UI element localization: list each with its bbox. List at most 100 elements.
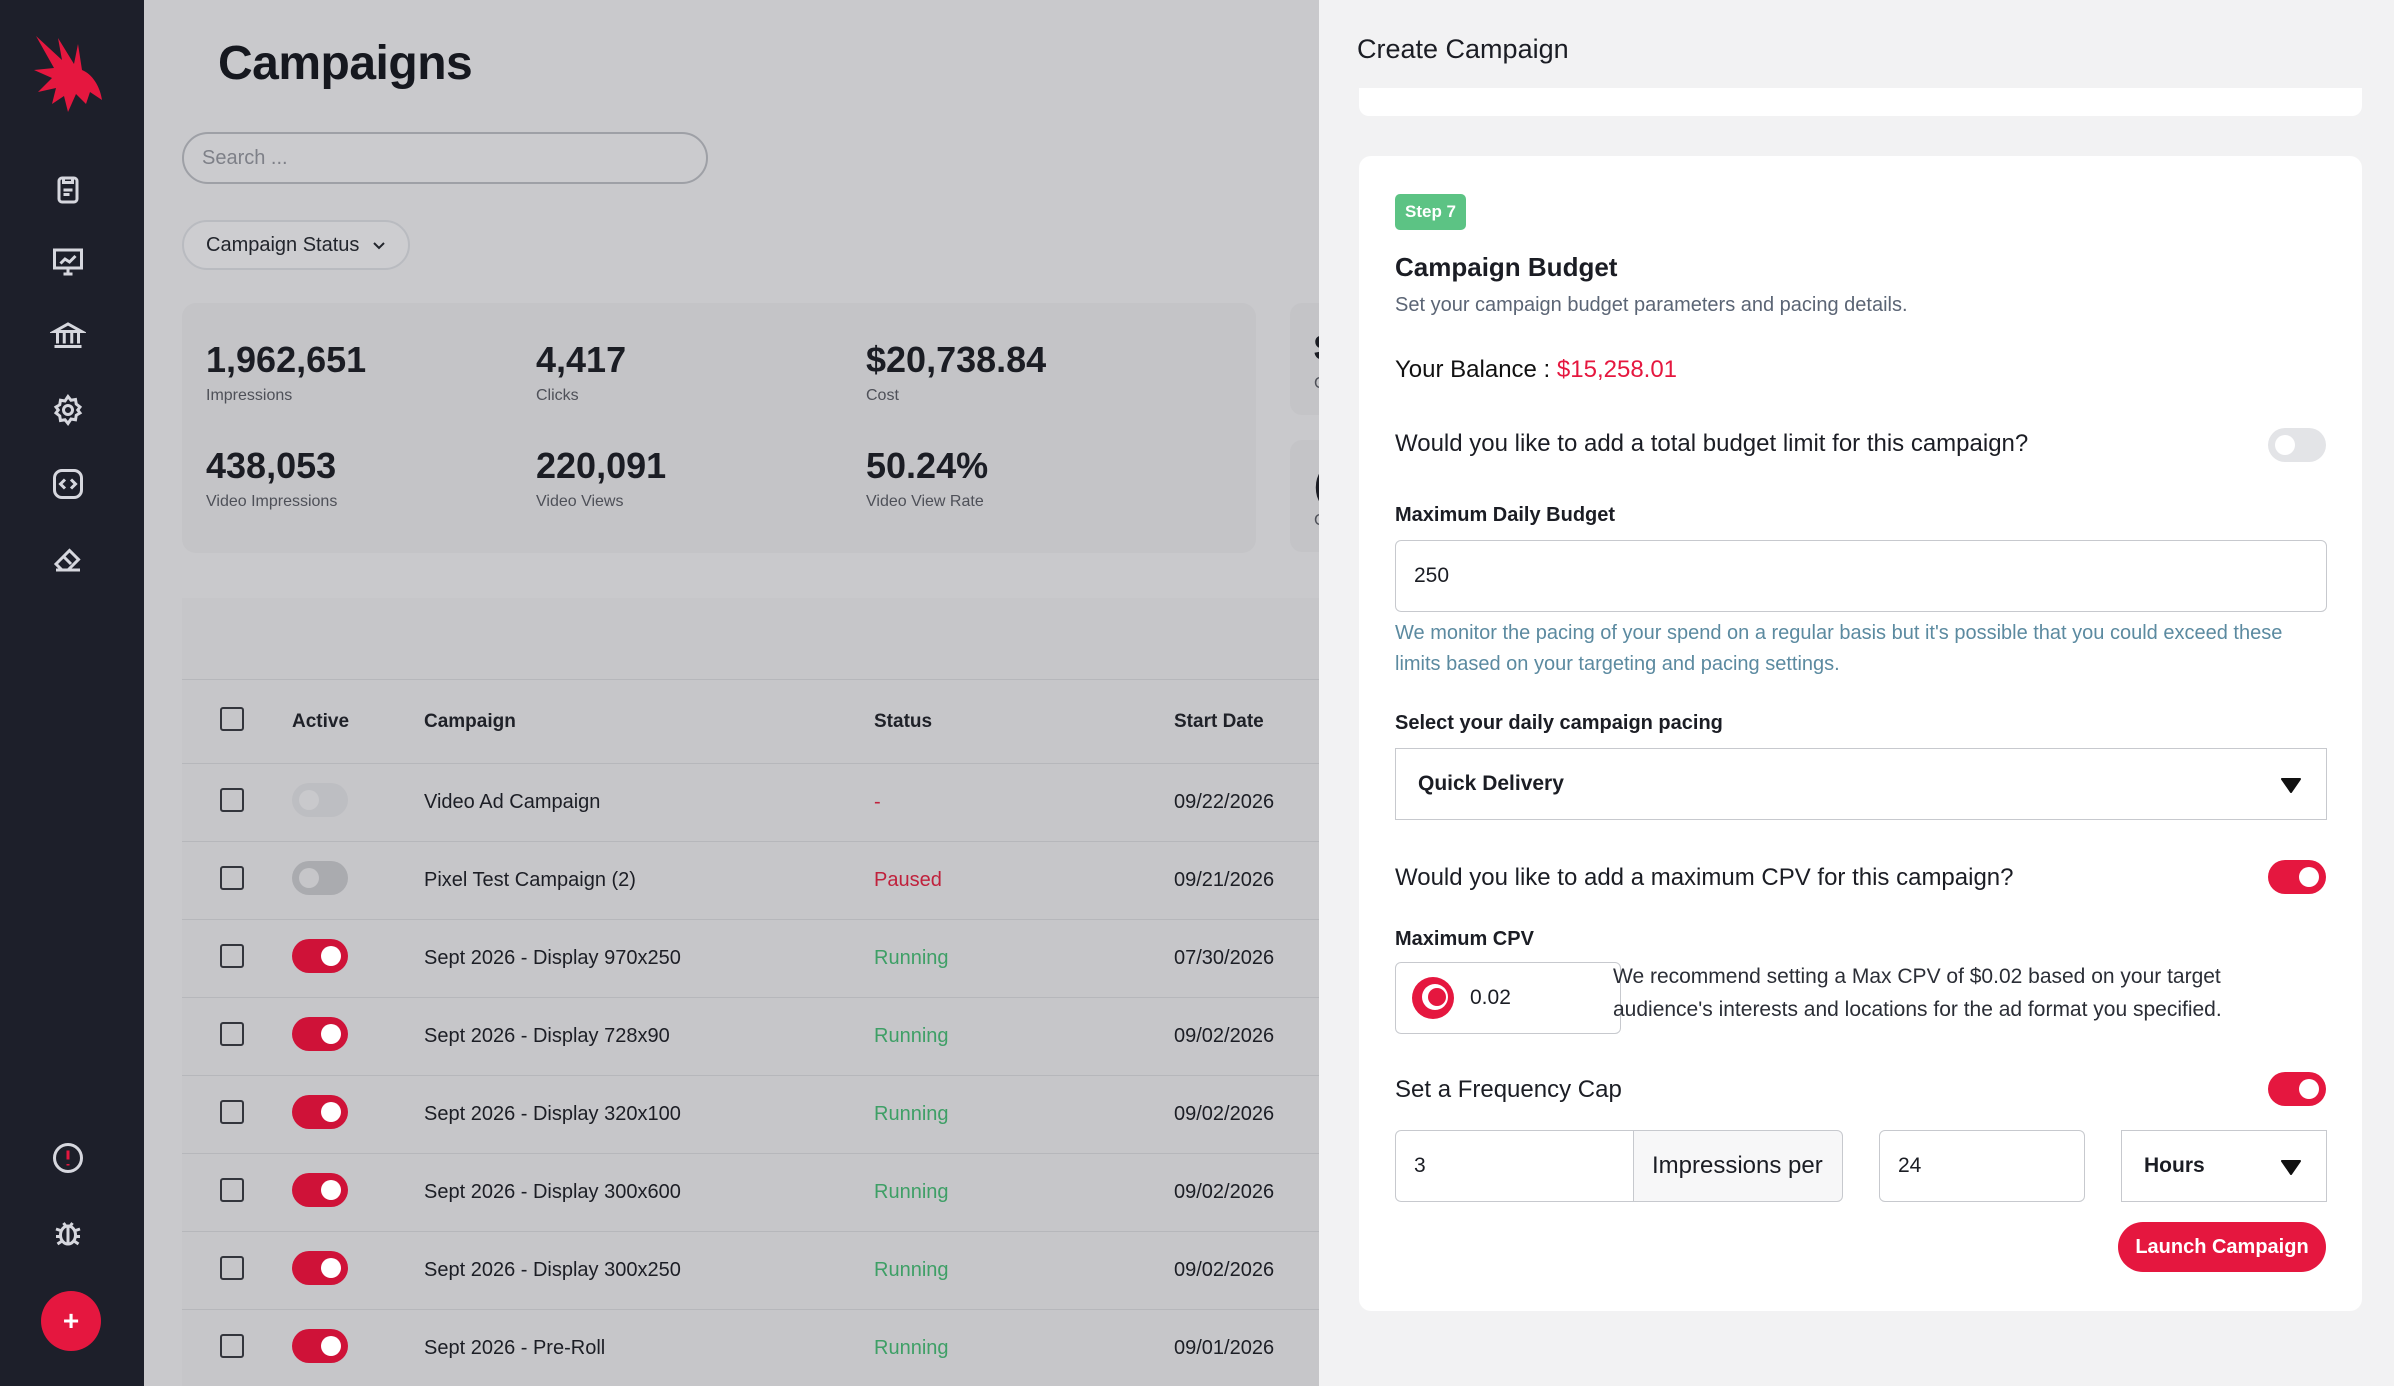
campaign-status-filter[interactable]: Campaign Status (182, 220, 410, 270)
step-badge: Step 7 (1395, 194, 1467, 230)
start-date: 09/01/2026 (1174, 1337, 1275, 1359)
status-text: - (874, 791, 881, 813)
max-cpv-label: Maximum CPV (1395, 928, 1534, 950)
select-all-checkbox[interactable] (220, 706, 244, 731)
eagle-logo[interactable] (28, 30, 108, 118)
start-date: 07/30/2026 (1174, 947, 1275, 969)
chevron-down-icon (373, 242, 386, 250)
active-toggle[interactable] (292, 1172, 348, 1207)
stat-video-view-rate: 50.24% Video View Rate (866, 445, 989, 510)
row-checkbox[interactable] (220, 943, 244, 968)
frequency-unit-select[interactable]: Hours (2121, 1130, 2327, 1202)
stat-video-impressions: 438,053 Video Impressions (206, 445, 338, 510)
total-budget-question: Would you like to add a total budget lim… (1395, 430, 2029, 457)
stats-card-partial: (C (1290, 440, 1319, 552)
table-row[interactable]: Sept 2026 - Display 970x250 Running 07/30/… (182, 920, 1319, 998)
stat-clicks: 4,417 Clicks (536, 339, 627, 404)
table-row[interactable]: Sept 2026 - Display 728x90 Running 09/02/2… (182, 998, 1319, 1076)
active-toggle[interactable] (292, 938, 348, 973)
table-toolbar (182, 598, 1319, 680)
active-toggle[interactable] (292, 1250, 348, 1285)
caret-down-icon (2281, 1160, 2301, 1175)
clipboard-icon[interactable] (48, 170, 88, 210)
frequency-period-input[interactable]: 24 (1879, 1130, 2085, 1202)
row-checkbox[interactable] (220, 1099, 244, 1124)
table-row[interactable]: Sept 2026 - Pre-Roll Running 09/01/2026 (182, 1310, 1319, 1386)
eraser-icon[interactable] (48, 538, 88, 578)
row-checkbox[interactable] (220, 1021, 244, 1046)
frequency-cap-toggle[interactable] (2268, 1072, 2326, 1106)
start-date: 09/22/2026 (1174, 791, 1275, 813)
start-date: 09/02/2026 (1174, 1181, 1275, 1203)
cpv-toggle[interactable] (2268, 860, 2326, 894)
campaign-name[interactable]: Sept 2026 - Display 970x250 (424, 947, 681, 969)
campaign-name[interactable]: Sept 2026 - Pre-Roll (424, 1337, 606, 1359)
launch-campaign-button[interactable]: Launch Campaign (2118, 1222, 2326, 1272)
cpv-question: Would you like to add a maximum CPV for … (1395, 864, 2014, 891)
campaigns-page: Campaigns Search ... Campaign Status 1,9… (144, 0, 1319, 1386)
bank-icon[interactable] (48, 316, 88, 356)
daily-budget-help: We monitor the pacing of your spend on a… (1395, 622, 2283, 675)
row-checkbox[interactable] (220, 1255, 244, 1280)
bug-icon[interactable] (48, 1212, 88, 1252)
total-budget-toggle[interactable] (2268, 428, 2326, 462)
header-campaign[interactable]: Campaign (424, 710, 516, 732)
daily-budget-label: Maximum Daily Budget (1395, 504, 1616, 526)
status-text: Running (874, 1025, 949, 1047)
table-row[interactable]: Sept 2026 - Display 320x100 Running 09/02/… (182, 1076, 1319, 1154)
table-row[interactable]: Sept 2026 - Display 300x250 Running 09/02/… (182, 1232, 1319, 1310)
start-date: 09/21/2026 (1174, 869, 1275, 891)
campaign-name[interactable]: Sept 2026 - Display 300x250 (424, 1259, 681, 1281)
status-text: Running (874, 947, 949, 969)
campaign-name[interactable]: Pixel Test Campaign (2) (424, 869, 636, 891)
table-row[interactable]: Pixel Test Campaign (2) Paused 09/21/2026 (182, 842, 1319, 920)
search-placeholder: Search ... (202, 146, 288, 169)
card-subtitle: Set your campaign budget parameters and … (1395, 294, 1908, 316)
active-toggle[interactable] (292, 1328, 348, 1363)
frequency-impressions-input[interactable]: 3 (1395, 1130, 1635, 1202)
table-row[interactable]: Video Ad Campaign - 09/22/2026 (182, 764, 1319, 842)
start-date: 09/02/2026 (1174, 1025, 1275, 1047)
header-status[interactable]: Status (874, 710, 933, 732)
previous-step-card (1359, 88, 2362, 116)
pacing-label: Select your daily campaign pacing (1395, 712, 1723, 734)
table-header: Active Campaign Status Start Date (182, 680, 1319, 764)
gear-icon[interactable] (48, 390, 88, 430)
page-title: Campaigns (218, 37, 473, 90)
row-checkbox[interactable] (220, 1333, 244, 1358)
campaign-name[interactable]: Video Ad Campaign (424, 791, 601, 813)
campaigns-table: Active Campaign Status Start Date Video … (182, 598, 1319, 1386)
search-input[interactable]: Search ... (182, 132, 708, 184)
table-row[interactable]: Sept 2026 - Display 300x600 Running 09/02/… (182, 1154, 1319, 1232)
start-date: 09/02/2026 (1174, 1259, 1275, 1281)
active-toggle[interactable] (292, 1094, 348, 1129)
active-toggle[interactable] (292, 782, 348, 817)
create-button[interactable]: + (41, 1291, 101, 1351)
status-text: Running (874, 1181, 949, 1203)
row-checkbox[interactable] (220, 1177, 244, 1202)
status-text: Running (874, 1337, 949, 1359)
daily-budget-input[interactable]: 250 (1395, 540, 2327, 612)
start-date: 09/02/2026 (1174, 1103, 1275, 1125)
campaign-name[interactable]: Sept 2026 - Display 728x90 (424, 1025, 670, 1047)
active-toggle[interactable] (292, 860, 348, 895)
row-checkbox[interactable] (220, 865, 244, 890)
row-checkbox[interactable] (220, 787, 244, 812)
max-cpv-input[interactable]: 0.02 (1395, 962, 1621, 1034)
stats-card-partial: $C (1290, 303, 1319, 415)
caret-down-icon (2281, 778, 2301, 793)
code-icon[interactable] (48, 464, 88, 504)
drawer-title: Create Campaign (1357, 34, 1569, 64)
pacing-select[interactable]: Quick Delivery (1395, 748, 2327, 820)
status-text: Running (874, 1259, 949, 1281)
campaign-name[interactable]: Sept 2026 - Display 320x100 (424, 1103, 681, 1125)
balance-amount: $15,258.01 (1556, 356, 1678, 383)
header-start-date[interactable]: Start Date (1174, 710, 1264, 732)
active-toggle[interactable] (292, 1016, 348, 1051)
campaign-budget-card: Step 7 Campaign Budget Set your campaign… (1359, 156, 2362, 1311)
presentation-chart-icon[interactable] (48, 242, 88, 282)
alert-icon[interactable] (48, 1138, 88, 1178)
header-active[interactable]: Active (292, 710, 350, 732)
campaign-name[interactable]: Sept 2026 - Display 300x600 (424, 1181, 681, 1203)
frequency-cap-label: Set a Frequency Cap (1395, 1076, 1622, 1103)
